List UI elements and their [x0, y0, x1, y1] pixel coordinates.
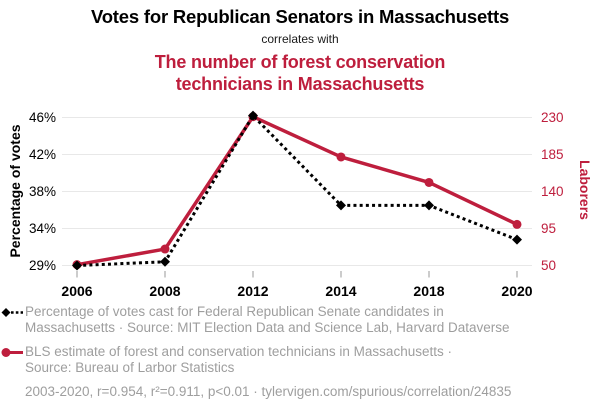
left-tick-label: 29%: [29, 258, 56, 273]
chart-subtitle: The number of forest conservation techni…: [154, 52, 446, 94]
votes-series-marker: [72, 260, 82, 271]
right-tick-label: 185: [541, 147, 564, 162]
votes-series-marker: [512, 234, 522, 245]
votes-series-line: [76, 114, 518, 267]
right-tick-label: 95: [541, 221, 556, 236]
laborers-series-marker: [160, 244, 170, 254]
legend-laborers-line1: BLS estimate of forest and conservation …: [25, 344, 452, 359]
x-tick-label: 2018: [413, 283, 444, 299]
legend-laborers-line2: Source: Bureau of Larbor Statistics: [25, 359, 235, 375]
votes-series-marker: [248, 110, 258, 121]
votes-series-marker: [160, 256, 170, 267]
votes-series-marker: [336, 200, 346, 211]
chart-legend: Percentage of votes cast for Federal Rep…: [0, 304, 592, 399]
left-tick-label: 34%: [29, 221, 56, 236]
right-axis-title: Laborers: [577, 160, 593, 220]
legend-votes-line1: Percentage of votes cast for Federal Rep…: [25, 304, 444, 319]
x-tick-label: 2020: [501, 283, 532, 299]
x-tick-label: 2006: [61, 283, 92, 299]
right-tick-label: 140: [541, 184, 564, 199]
chart-header: Votes for Republican Senators in Massach…: [0, 0, 600, 95]
laborers-series-marker: [336, 152, 346, 162]
laborers-series-marker: [72, 260, 82, 270]
left-axis-title: Percentage of votes: [7, 124, 23, 258]
red-circle-solid-marker-icon: [1, 348, 23, 357]
black-diamond-dashed-marker-icon: [1, 308, 23, 317]
right-tick-label: 50: [541, 258, 556, 273]
correlates-with-label: correlates with: [261, 32, 339, 46]
laborers-series-marker: [512, 219, 522, 229]
left-tick-label: 42%: [29, 147, 56, 162]
legend-votes-line2: Massachusetts · Source: MIT Election Dat…: [25, 319, 510, 335]
legend-item-votes: Percentage of votes cast for Federal Rep…: [0, 304, 592, 335]
chart-title: Votes for Republican Senators in Massach…: [90, 6, 510, 27]
x-tick-label: 2014: [325, 283, 356, 299]
left-tick-label: 46%: [29, 110, 56, 125]
x-tick-label: 2012: [237, 283, 268, 299]
footer-stats: 2003-2020, r=0.954, r²=0.911, p<0.01 · t…: [25, 384, 512, 399]
x-tick-label: 2008: [149, 283, 180, 299]
laborers-series-line: [76, 114, 518, 267]
laborers-series-marker: [248, 112, 258, 122]
right-tick-label: 230: [541, 110, 564, 125]
votes-series-marker: [424, 200, 434, 211]
laborers-series-marker: [424, 177, 434, 187]
left-tick-label: 38%: [29, 184, 56, 199]
legend-item-laborers: BLS estimate of forest and conservation …: [0, 344, 592, 375]
